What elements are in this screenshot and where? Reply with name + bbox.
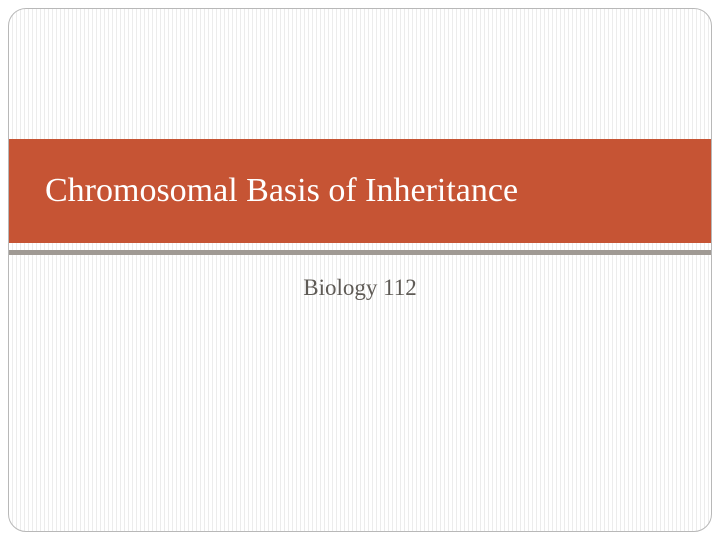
slide-frame: Chromosomal Basis of Inheritance Biology… [8, 8, 712, 532]
slide-title: Chromosomal Basis of Inheritance [45, 172, 518, 210]
slide-subtitle: Biology 112 [9, 275, 711, 301]
divider-line [9, 250, 711, 255]
title-band: Chromosomal Basis of Inheritance [9, 139, 711, 243]
subtitle-wrap: Biology 112 [9, 275, 711, 301]
